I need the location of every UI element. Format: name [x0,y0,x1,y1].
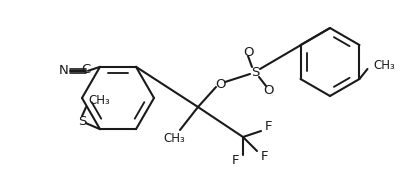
Text: F: F [265,121,273,134]
Text: F: F [261,151,269,163]
Text: F: F [231,155,239,168]
Text: O: O [215,78,225,91]
Text: N: N [59,64,69,77]
Text: S: S [78,115,86,128]
Text: CH₃: CH₃ [163,133,185,146]
Text: O: O [243,45,253,58]
Text: C: C [81,63,91,76]
Text: O: O [263,83,273,96]
Text: CH₃: CH₃ [374,58,395,71]
Text: CH₃: CH₃ [88,94,110,107]
Text: S: S [251,66,259,79]
